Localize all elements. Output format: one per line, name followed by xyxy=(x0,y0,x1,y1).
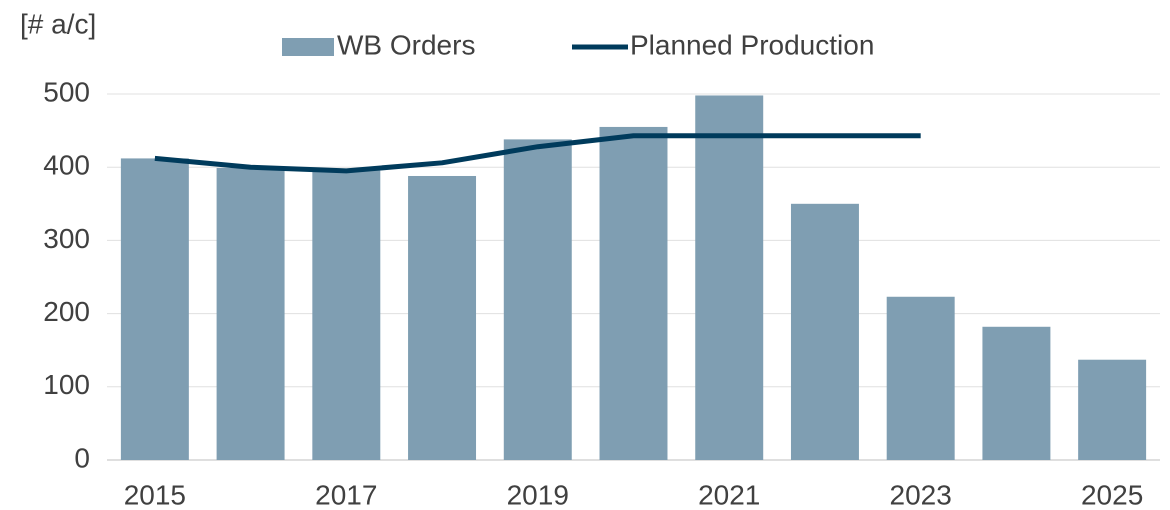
bar xyxy=(120,158,189,460)
x-tick-label: 2015 xyxy=(124,479,186,510)
y-tick-label: 100 xyxy=(43,369,90,400)
y-tick-label: 500 xyxy=(43,76,90,107)
y-tick-label: 300 xyxy=(43,223,90,254)
legend-label: WB Orders xyxy=(337,29,475,60)
bar xyxy=(599,126,668,460)
bar xyxy=(503,139,572,460)
x-tick-label: 2025 xyxy=(1081,479,1143,510)
bar xyxy=(790,203,859,461)
bar xyxy=(982,326,1051,460)
y-tick-label: 400 xyxy=(43,150,90,181)
y-axis-label: [# a/c] xyxy=(20,8,96,39)
x-tick-label: 2021 xyxy=(698,479,760,510)
y-tick-label: 0 xyxy=(74,442,90,473)
line xyxy=(154,133,921,174)
bar xyxy=(695,95,764,461)
legend-swatch xyxy=(282,38,334,56)
bar xyxy=(886,296,955,460)
bar xyxy=(216,167,285,460)
y-tick-label: 200 xyxy=(43,296,90,327)
legend-label: Planned Production xyxy=(630,29,874,60)
x-tick-label: 2017 xyxy=(315,479,377,510)
x-tick-label: 2019 xyxy=(507,479,569,510)
bar xyxy=(408,175,477,460)
bar xyxy=(312,169,381,460)
x-tick-label: 2023 xyxy=(890,479,952,510)
bar xyxy=(1078,359,1147,460)
